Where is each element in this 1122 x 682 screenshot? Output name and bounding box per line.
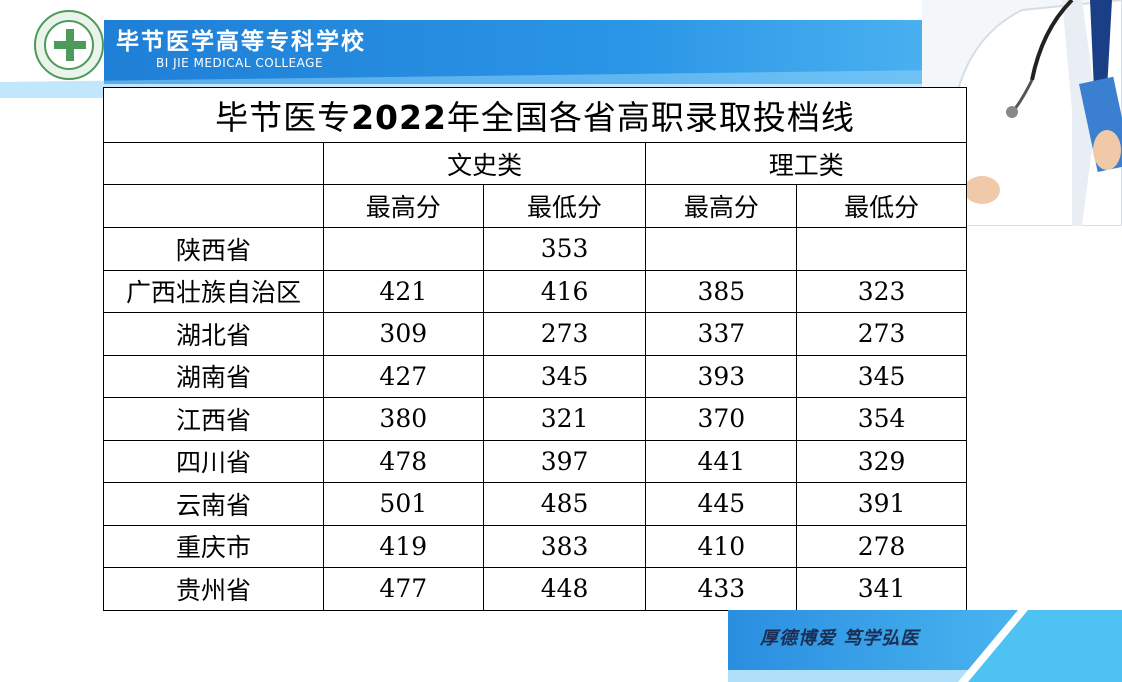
score-cell: 477	[322, 567, 484, 611]
score-cell: 433	[645, 567, 798, 611]
score-cell: 419	[322, 524, 484, 568]
school-name-en: BI JIE MEDICAL COLLEAGE	[156, 56, 324, 70]
doctor-illustration	[922, 0, 1122, 226]
score-cell: 345	[482, 354, 647, 398]
table-row: 陕西省 353	[103, 227, 967, 271]
score-cell: 397	[482, 439, 647, 483]
score-cell	[322, 227, 484, 271]
score-cell: 329	[796, 439, 967, 483]
sub-header: 最高分	[645, 184, 798, 228]
score-cell: 370	[645, 397, 798, 441]
province-cell: 湖北省	[103, 312, 324, 356]
score-cell: 278	[796, 524, 967, 568]
score-cell: 309	[322, 312, 484, 356]
province-cell: 云南省	[103, 482, 324, 526]
score-cell: 385	[645, 269, 798, 313]
score-cell: 393	[645, 354, 798, 398]
score-cell: 478	[322, 439, 484, 483]
table-row: 云南省 501 485 445 391	[103, 482, 967, 526]
school-logo	[34, 10, 104, 80]
score-cell: 321	[482, 397, 647, 441]
score-cell: 445	[645, 482, 798, 526]
score-cell: 410	[645, 524, 798, 568]
score-cell: 273	[796, 312, 967, 356]
province-cell: 重庆市	[103, 524, 324, 568]
group-header-science: 理工类	[645, 142, 967, 185]
score-cell: 341	[796, 567, 967, 611]
table-row: 广西壮族自治区 421 416 385 323	[103, 269, 967, 313]
score-cell: 273	[482, 312, 647, 356]
sub-header: 最低分	[796, 184, 967, 228]
score-cell: 416	[482, 269, 647, 313]
admission-score-table: 毕节医专2022年全国各省高职录取投档线 文史类 理工类 最高分 最低分 最高分…	[103, 87, 967, 611]
table-row: 湖北省 309 273 337 273	[103, 312, 967, 356]
score-cell: 391	[796, 482, 967, 526]
title-suffix: 年全国各省高职录取投档线	[446, 98, 855, 137]
title-prefix: 毕节医专	[215, 98, 352, 137]
score-cell: 380	[322, 397, 484, 441]
sub-header: 最高分	[322, 184, 484, 228]
score-cell: 354	[796, 397, 967, 441]
corner-cell	[103, 142, 324, 185]
group-header-liberal-arts: 文史类	[322, 142, 647, 185]
province-cell: 陕西省	[103, 227, 324, 271]
school-motto: 厚德博爱 笃学弘医	[760, 628, 920, 649]
province-cell: 四川省	[103, 439, 324, 483]
score-cell: 441	[645, 439, 798, 483]
footer-banner	[728, 610, 1122, 682]
score-cell: 353	[482, 227, 647, 271]
score-cell	[645, 227, 798, 271]
province-cell: 江西省	[103, 397, 324, 441]
table-row: 贵州省 477 448 433 341	[103, 567, 967, 611]
score-cell: 421	[322, 269, 484, 313]
province-cell: 广西壮族自治区	[103, 269, 324, 313]
score-cell: 485	[482, 482, 647, 526]
score-cell: 448	[482, 567, 647, 611]
province-cell: 贵州省	[103, 567, 324, 611]
province-cell: 湖南省	[103, 354, 324, 398]
score-cell	[796, 227, 967, 271]
sub-header: 最低分	[482, 184, 647, 228]
score-cell: 323	[796, 269, 967, 313]
corner-cell	[103, 184, 324, 228]
table-row: 四川省 478 397 441 329	[103, 439, 967, 483]
table-row: 江西省 380 321 370 354	[103, 397, 967, 441]
score-cell: 337	[645, 312, 798, 356]
score-cell: 345	[796, 354, 967, 398]
score-cell: 383	[482, 524, 647, 568]
score-cell: 427	[322, 354, 484, 398]
table-row: 湖南省 427 345 393 345	[103, 354, 967, 398]
school-name-cn: 毕节医学高等专科学校	[116, 28, 366, 55]
title-year: 2022	[351, 98, 447, 137]
score-cell: 501	[322, 482, 484, 526]
table-title: 毕节医专2022年全国各省高职录取投档线	[103, 87, 967, 143]
table-row: 重庆市 419 383 410 278	[103, 524, 967, 568]
